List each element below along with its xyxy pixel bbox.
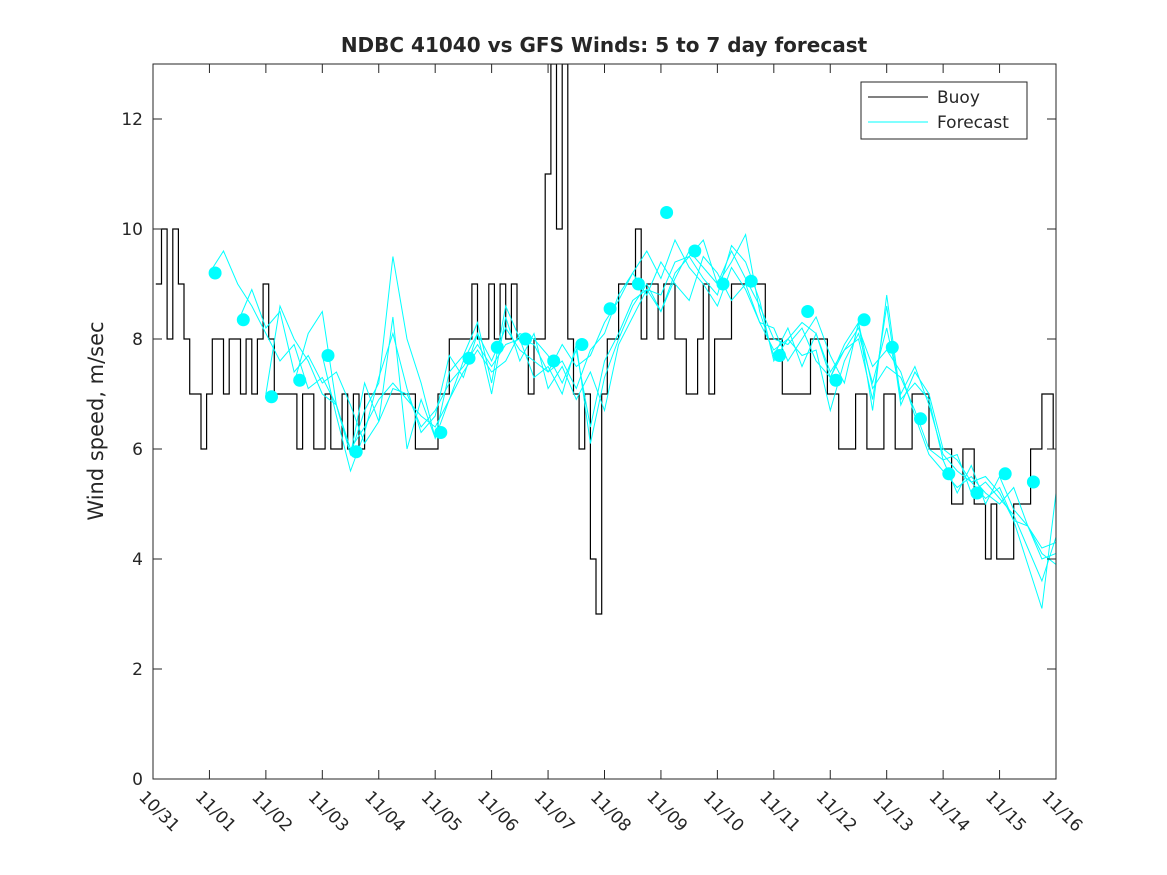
y-tick-label: 12: [121, 110, 143, 130]
forecast-marker: [773, 349, 786, 362]
forecast-marker: [914, 412, 927, 426]
forecast-marker: [265, 390, 278, 404]
forecast-marker: [236, 313, 250, 327]
forecast-marker: [716, 277, 730, 291]
forecast-marker: [970, 486, 984, 500]
forecast-series-line-5: [321, 244, 1056, 609]
forecast-marker: [575, 338, 589, 351]
forecast-marker: [434, 426, 448, 439]
forecast-marker: [293, 373, 307, 387]
forecast-marker: [885, 340, 899, 354]
forecast-marker: [857, 313, 871, 327]
forecast-marker: [490, 340, 504, 354]
legend: Buoy Forecast: [860, 81, 1028, 140]
y-tick-label: 10: [121, 220, 143, 240]
forecast-marker: [744, 274, 758, 288]
plot-area: [155, 64, 1056, 615]
forecast-marker: [801, 305, 815, 318]
forecast-series-line-4: [293, 232, 1056, 583]
forecast-marker: [1026, 475, 1040, 489]
y-tick-label: 6: [132, 440, 143, 460]
forecast-marker: [519, 332, 532, 346]
forecast-marker: [631, 277, 645, 291]
buoy-series-line: [155, 64, 1054, 615]
y-tick-label: 0: [132, 770, 143, 790]
y-tick-label: 8: [132, 330, 143, 350]
forecast-marker: [547, 354, 561, 368]
forecast-marker: [603, 302, 617, 316]
forecast-marker: [942, 467, 956, 481]
forecast-marker: [998, 467, 1012, 481]
forecast-marker: [349, 445, 363, 459]
forecast-marker: [688, 244, 702, 258]
legend-box: [860, 81, 1028, 140]
forecast-marker: [208, 266, 222, 280]
y-tick-label: 4: [132, 550, 143, 570]
legend-forecast-label: Forecast: [937, 113, 1009, 133]
forecast-marker: [660, 206, 674, 219]
forecast-marker: [321, 349, 335, 362]
forecast-marker: [462, 351, 476, 365]
forecast-marker: [829, 373, 843, 387]
legend-buoy-label: Buoy: [937, 88, 980, 108]
chart-title: NDBC 41040 vs GFS Winds: 5 to 7 day fore…: [341, 33, 868, 57]
y-tick-label: 2: [132, 660, 143, 680]
y-axis-label: Wind speed, m/sec: [84, 321, 108, 520]
